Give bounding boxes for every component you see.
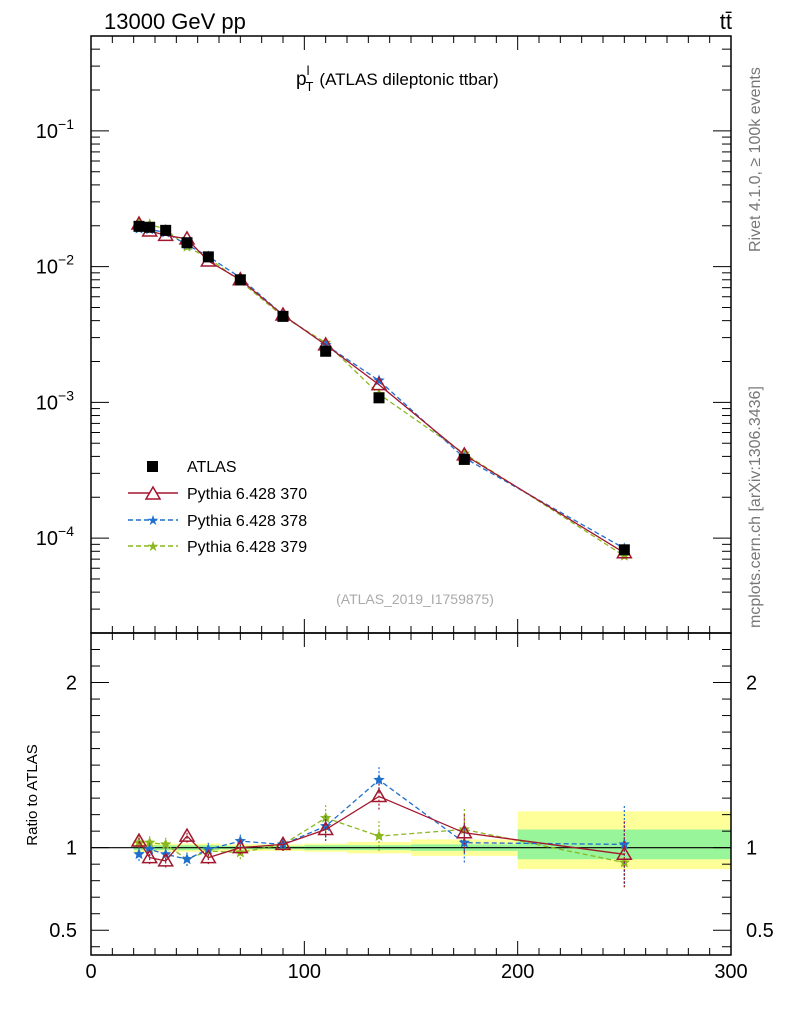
ratio-point-pythia-6-428-378 <box>181 853 193 865</box>
ratio-point-pythia-6-428-370 <box>178 827 196 842</box>
data-point-atlas <box>373 392 385 404</box>
y-tick-label: 10−3 <box>36 387 74 414</box>
legend-marker-379: ★ <box>147 538 160 554</box>
y-tick-label: 10−1 <box>36 116 74 143</box>
ratio-point-pythia-6-428-370 <box>456 824 473 839</box>
data-point-atlas <box>181 237 193 249</box>
ratio-point-pythia-6-428-370 <box>157 852 174 867</box>
ratio-point-pythia-6-428-378 <box>458 836 470 848</box>
legend-label-379: Pythia 6.428 379 <box>187 539 307 556</box>
data-point-atlas <box>160 224 172 236</box>
data-point-atlas <box>277 310 289 322</box>
x-tick-label: 300 <box>714 961 747 983</box>
x-tick-label: 100 <box>288 961 321 983</box>
ratio-point-pythia-6-428-370 <box>130 832 148 847</box>
ratio-point-pythia-6-428-378 <box>618 838 630 850</box>
x-tick-label: 0 <box>85 961 96 983</box>
ratio-point-pythia-6-428-370 <box>317 821 334 836</box>
ratio-point-pythia-6-428-378 <box>202 843 214 855</box>
ratio-plot <box>130 766 633 888</box>
ratio-point-pythia-6-428-378 <box>373 774 385 785</box>
data-point-atlas <box>458 453 470 465</box>
ratio-point-pythia-6-428-370 <box>141 849 158 864</box>
ratio-point-pythia-6-428-370 <box>370 787 388 803</box>
y-tick-label: 10−4 <box>36 523 74 550</box>
legend-marker-atlas <box>147 461 158 472</box>
header-left: 13000 GeV pp <box>104 9 246 34</box>
ratio-line-pythia-6-428-370 <box>138 795 625 862</box>
data-point-atlas <box>618 544 630 556</box>
ratio-y-tick-label: 0.5 <box>49 920 77 942</box>
ratio-ylabel: Ratio to ATLAS <box>24 744 41 845</box>
legend: ATLAS Pythia 6.428 370 ★ Pythia 6.428 37… <box>128 459 307 556</box>
data-point-atlas <box>234 274 246 286</box>
legend-label-atlas: ATLAS <box>187 459 237 476</box>
main-plot <box>130 215 633 561</box>
legend-marker-378: ★ <box>147 512 160 528</box>
ratio-frame <box>90 632 732 956</box>
data-point-pythia-6-428-370 <box>370 376 388 391</box>
y-tick-label: 10−2 <box>36 252 74 279</box>
series-line-pythia-6-428-370 <box>138 223 625 554</box>
chart-title: pl T (ATLAS dileptonic ttbar) <box>296 63 499 94</box>
x-tick-label: 200 <box>501 961 534 983</box>
side-mcplots-label: mcplots.cern.ch [arXiv:1306.3436] <box>747 386 764 628</box>
ratio-point-pythia-6-428-379 <box>160 838 172 850</box>
ratio-y-tick-label-right: 1 <box>746 838 757 860</box>
series-line-pythia-6-428-379 <box>138 222 625 557</box>
legend-marker-370 <box>144 485 162 500</box>
ratio-point-pythia-6-428-370 <box>616 845 633 861</box>
ratio-point-pythia-6-428-370 <box>274 835 292 851</box>
ratio-point-pythia-6-428-378 <box>133 848 145 860</box>
ratio-y-tick-label: 2 <box>66 673 77 695</box>
data-point-atlas <box>144 221 156 233</box>
reference-label: (ATLAS_2019_I1759875) <box>336 591 494 607</box>
ratio-y-tick-label-right: 2 <box>746 673 757 695</box>
ratio-point-pythia-6-428-370 <box>200 849 217 864</box>
ratio-y-tick-label-right: 0.5 <box>746 920 774 942</box>
legend-label-370: Pythia 6.428 370 <box>187 486 307 503</box>
side-rivet-label: Rivet 4.1.0, ≥ 100k events <box>747 67 764 252</box>
ratio-point-pythia-6-428-370 <box>232 839 249 854</box>
ratio-y-tick-label: 1 <box>66 838 77 860</box>
data-point-atlas <box>320 345 332 357</box>
legend-label-378: Pythia 6.428 378 <box>187 513 307 530</box>
axes: 0 100 200 300 10−1 10−2 10−3 10−4 0.5 0.5 1 1 2 2 <box>36 35 774 983</box>
ratio-point-pythia-6-428-379 <box>373 830 385 841</box>
ratio-point-pythia-6-428-379 <box>144 836 156 848</box>
header-right: tt̄ <box>720 9 732 34</box>
data-point-atlas <box>202 251 214 263</box>
ratio-point-pythia-6-428-378 <box>144 843 156 855</box>
data-point-atlas <box>133 220 145 232</box>
